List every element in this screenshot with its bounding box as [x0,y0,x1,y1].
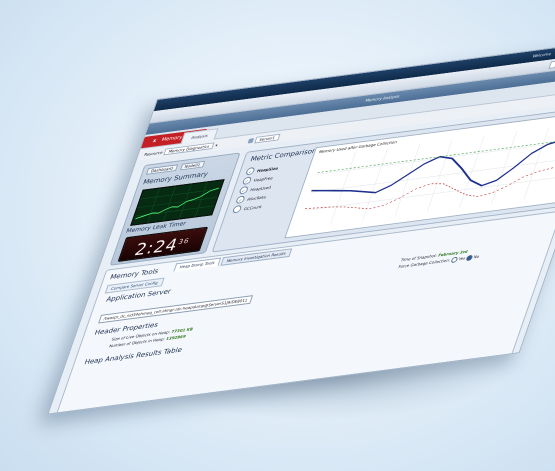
close-icon[interactable]: x [151,137,158,145]
timer-seconds: 36 [177,237,191,247]
tab-heap-dump-tools[interactable]: Heap Dump Tools [173,257,222,272]
metric-label: GCCount [243,203,263,211]
memory-usage-line [135,187,219,220]
metric-chart-svg [304,126,555,225]
memory-summary-graph [130,179,225,226]
grid-line [304,176,555,211]
app-window: Welcome Help Logout IBM Select Action Me… [47,37,555,415]
dashboard-button[interactable]: Dashboard [145,164,178,175]
metric-chart: Memory Used after Garbage Collection [284,111,555,239]
series-line-lower [304,164,555,210]
radio-yes-label: Yes [457,255,467,262]
tab-memory-investigation-results[interactable]: Memory Investigation Results [220,248,293,266]
resource-label: Resource [143,149,164,157]
heap-dump-content: Application Server /twaspr_dc_sid34ehmeq… [67,239,541,411]
snapshot-properties: Time of Snapshot: February 3rd Force Gar… [397,242,522,271]
memory-graph-svg [134,182,221,223]
grid-line [310,158,555,193]
header-links: Welcome Help Logout [531,47,555,59]
memory-summary-panel: Dashboard Node01 Memory Summary Memory L… [109,152,241,266]
series-line-main [311,136,555,194]
timer-value: 2:24 [132,235,181,261]
series-line-upper [317,138,555,173]
welcome-link[interactable]: Welcome [531,51,552,59]
radio-no-label: No [473,253,481,260]
node-button[interactable]: Node01 [179,160,206,171]
dashboard-main: Dashboard Node01 Memory Summary Memory L… [48,99,555,415]
unchecked-icon[interactable] [231,204,243,214]
chevron-down-icon[interactable]: ▾ [214,142,219,148]
metric-comparison-title: Metric Comparison [249,147,318,164]
metric-comparison-panel: Metric Comparison ✓ HeapSize ✓ HeapFree … [211,106,555,253]
